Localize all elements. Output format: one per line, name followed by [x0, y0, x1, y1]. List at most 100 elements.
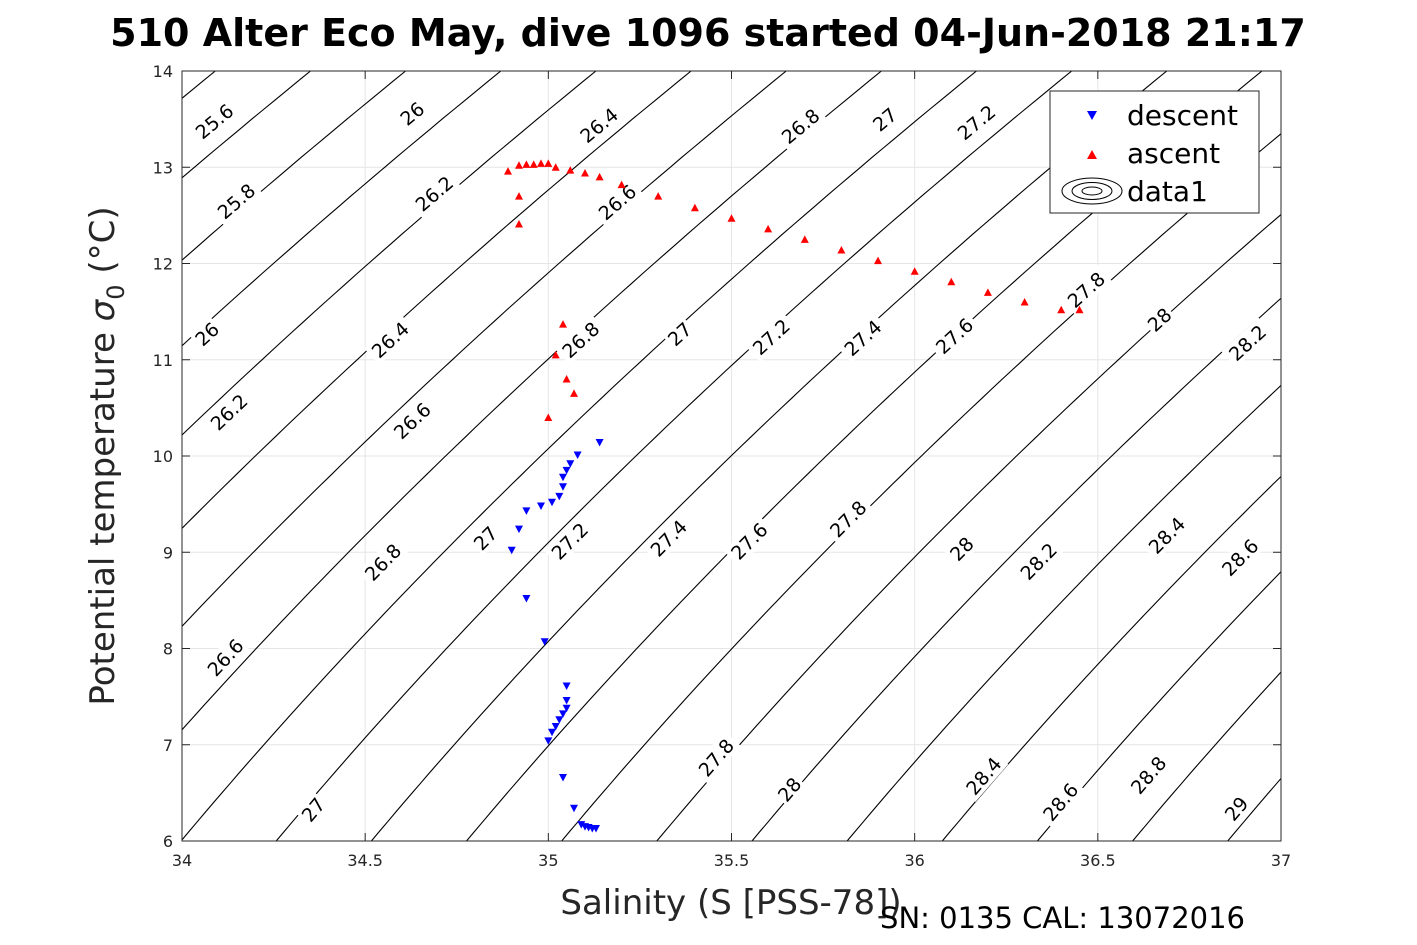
- descent-point-4: [559, 473, 567, 482]
- x-tick-label-6: 37: [1271, 851, 1291, 870]
- contour-label-21: 27: [470, 522, 503, 555]
- contour-line-11: [182, 71, 883, 731]
- legend: descent ascent data1: [1049, 90, 1260, 214]
- contour-label-group-0: 25.6: [188, 96, 241, 146]
- contour-label-bg-18: [1221, 317, 1274, 368]
- x-tick-label-0: 34: [172, 851, 192, 870]
- contour-label-bg-2: [572, 100, 626, 150]
- contour-label-bg-38: [295, 791, 331, 828]
- ascent-point-12: [690, 203, 699, 212]
- contour-line-18: [751, 297, 1281, 841]
- contour-label-bg-7: [408, 168, 461, 219]
- contour-line-21: [1036, 570, 1281, 841]
- descent-point-13: [540, 638, 549, 646]
- contour-label-group-36: 28.8: [1123, 748, 1174, 802]
- y-axis-label-sigma: σ: [83, 298, 123, 321]
- ascent-point-29: [570, 389, 578, 397]
- contour-label-bg-8: [591, 177, 644, 227]
- descent-point-2: [566, 460, 575, 468]
- contour-label-bg-1: [394, 96, 430, 131]
- legend-contour-icon: [1061, 177, 1123, 205]
- x-axis-label: Salinity (S [PSS-78]): [560, 883, 901, 923]
- y-axis-label-unit: (°C): [83, 206, 123, 284]
- contour-label-bg-26: [943, 531, 980, 567]
- contour-label-group-3: 26.8: [774, 101, 827, 151]
- descent-point-28: [592, 825, 600, 833]
- contour-label-bg-12: [554, 314, 607, 365]
- ascent-point-5: [544, 159, 553, 167]
- ascent-point-3: [529, 160, 538, 168]
- contour-label-group-37: 29: [1218, 790, 1254, 827]
- contour-label-group-19: 26.2: [203, 386, 255, 438]
- contour-label-bg-28: [1141, 509, 1193, 561]
- ascent-point-27: [551, 350, 560, 359]
- contour-label-group-7: 26.2: [408, 168, 461, 219]
- contour-label-group-34: 28.4: [958, 749, 1009, 802]
- contour-line-17: [656, 213, 1281, 841]
- ascent-point-1: [515, 161, 523, 169]
- contour-line-20: [941, 475, 1281, 841]
- x-tick-label-4: 36: [904, 851, 924, 870]
- x-tick-label-1: 34.5: [347, 851, 383, 870]
- y-axis-label-subscript: 0: [102, 284, 130, 299]
- chart-title: 510 Alter Eco May, dive 1096 started 04-…: [110, 11, 1306, 55]
- contour-line-19: [846, 384, 1281, 841]
- y-axis-label: Potential temperature σ0 (°C): [83, 206, 130, 705]
- contour-label-group-6: 25.8: [210, 176, 263, 226]
- contour-label-13: 27: [664, 318, 697, 351]
- contour-line-2: [0, 52, 49, 861]
- contour-label-group-21: 27: [467, 520, 504, 556]
- contour-label-group-13: 27: [661, 316, 698, 352]
- ascent-point-14: [764, 224, 773, 233]
- descent-point-7: [548, 498, 556, 507]
- contour-label-group-8: 26.6: [591, 177, 644, 227]
- y-tick-label-6: 12: [153, 255, 173, 274]
- contour-label-bg-13: [661, 316, 698, 352]
- contour-label-33: 28: [774, 774, 806, 807]
- descent-point-23: [570, 804, 578, 813]
- contour-label-group-15: 27.4: [836, 312, 889, 363]
- ascent-point-28: [562, 375, 571, 383]
- contour-line-6: [182, 71, 407, 261]
- contour-label-bg-17: [1141, 302, 1178, 338]
- ascent-point-7: [566, 166, 575, 174]
- ascent-point-16: [837, 246, 846, 254]
- ascent-point-23: [1075, 305, 1084, 314]
- contour-label-group-5: 27.2: [949, 97, 1003, 147]
- y-tick-label-1: 7: [163, 736, 173, 755]
- x-tick-label-2: 35: [538, 851, 558, 870]
- contour-label-bg-6: [210, 176, 263, 226]
- contour-label-bg-19: [203, 386, 255, 438]
- descent-point-22: [559, 774, 567, 782]
- ascent-point-10: [617, 180, 626, 189]
- contour-label-group-28: 28.4: [1141, 509, 1193, 561]
- contour-label-bg-33: [771, 771, 807, 808]
- ascent-point-22: [1057, 305, 1066, 314]
- contour-label-group-26: 28: [943, 531, 980, 567]
- descent-point-19: [551, 723, 560, 731]
- descent-point-0: [595, 439, 604, 447]
- descent-point-18: [555, 716, 564, 724]
- contour-label-bg-16: [928, 310, 981, 361]
- legend-box: [1049, 90, 1260, 214]
- contour-label-bg-14: [745, 311, 798, 362]
- descent-point-8: [537, 502, 545, 510]
- ascent-point-30: [544, 413, 553, 421]
- contour-label-bg-5: [949, 97, 1003, 147]
- x-tick-label-5: 36.5: [1080, 851, 1116, 870]
- contour-label-bg-20: [386, 395, 438, 446]
- contour-label-group-22: 27.2: [544, 515, 595, 567]
- ascent-point-21: [1020, 298, 1029, 306]
- contour-line-24: [1307, 52, 1417, 861]
- y-tick-label-0: 6: [163, 832, 173, 851]
- contour-line-25: [1402, 52, 1417, 861]
- ascent-point-19: [947, 277, 956, 286]
- contour-label-bg-3: [774, 101, 827, 151]
- contour-label-bg-9: [1060, 264, 1113, 315]
- contour-label-group-2: 26.4: [572, 100, 626, 150]
- ascent-point-11: [654, 192, 663, 200]
- contour-label-38: 27: [298, 794, 330, 827]
- descent-point-3: [562, 466, 571, 475]
- contour-label-4: 27: [869, 104, 902, 136]
